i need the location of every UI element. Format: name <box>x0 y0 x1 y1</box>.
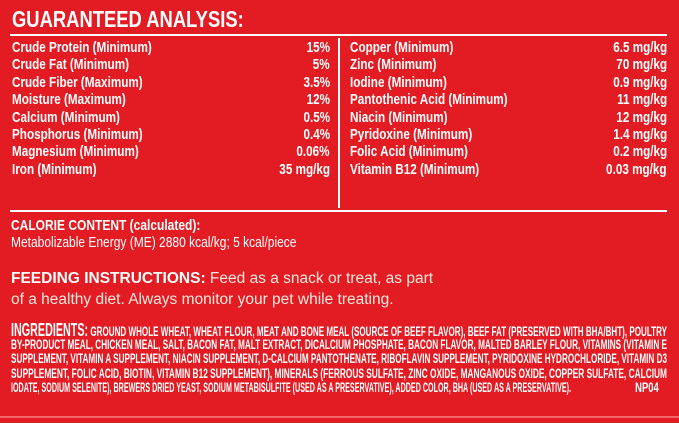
analysis-row: Zinc (Minimum) 70 mg/kg <box>350 56 667 73</box>
analysis-row: Iodine (Minimum) 0.9 mg/kg <box>350 74 667 91</box>
ingredients-line: INGREDIENTS: GROUND WHOLE WHEAT, WHEAT F… <box>11 320 668 340</box>
feeding-text: of a healthy diet. Always monitor your p… <box>11 291 394 308</box>
divider <box>10 34 667 36</box>
ingredients-text: INGREDIENTS: GROUND WHOLE WHEAT, WHEAT F… <box>11 320 668 340</box>
analysis-row: Niacin (Minimum) 12 mg/kg <box>350 109 667 126</box>
nutrient-value: 3.5% <box>303 73 330 91</box>
ingredients-text: SUPPLEMENT, VITAMIN A SUPPLEMENT, NIACIN… <box>11 351 667 367</box>
analysis-right-column: Copper (Minimum) 6.5 mg/kg Zinc (Minimum) 7… <box>350 39 667 178</box>
nutrient-label: Vitamin B12 (Minimum) <box>350 160 480 178</box>
nutrient-value: 0.03 mg/kg <box>606 160 667 178</box>
ingredients-text: IODATE, SODIUM SELENITE), BREWERS DRIED … <box>11 380 571 396</box>
nutrient-label: Magnesium (Minimum) <box>12 143 139 161</box>
nutrient-label: Iron (Minimum) <box>12 160 97 178</box>
nutrient-value: 0.4% <box>303 125 330 143</box>
nutrient-value: 1.4 mg/kg <box>613 125 667 143</box>
calorie-text: Metabolizable Energy (ME) 2880 kcal/kg; … <box>11 234 297 251</box>
analysis-row: Phosphorus (Minimum) 0.4% <box>12 126 330 143</box>
nutrient-value: 35 mg/kg <box>279 160 330 178</box>
nutrient-label: Crude Fiber (Maximum) <box>12 73 143 91</box>
nutrient-label: Crude Protein (Minimum) <box>12 39 152 56</box>
ingredients-line: BY-PRODUCT MEAL, CHICKEN MEAL, SALT, BAC… <box>11 336 667 353</box>
nutrient-label: Pantothenic Acid (Minimum) <box>350 91 508 109</box>
nutrient-value: 0.5% <box>303 108 330 126</box>
nutrient-value: 70 mg/kg <box>616 56 667 74</box>
nutrient-value: 12 mg/kg <box>616 108 667 126</box>
analysis-row: Vitamin B12 (Minimum) 0.03 mg/kg <box>350 161 667 178</box>
analysis-row: Crude Fiber (Maximum) 3.5% <box>12 74 330 91</box>
analysis-row: Calcium (Minimum) 0.5% <box>12 109 330 126</box>
nutrient-label: Copper (Minimum) <box>350 39 454 56</box>
nutrient-label: Moisture (Maximum) <box>12 91 126 109</box>
feeding-instructions: FEEDING INSTRUCTIONS: Feed as a snack or… <box>11 268 433 310</box>
analysis-row: Pantothenic Acid (Minimum) 11 mg/kg <box>350 91 667 108</box>
ingredients-line: SUPPLEMENT, VITAMIN A SUPPLEMENT, NIACIN… <box>11 351 667 367</box>
nutrient-label: Phosphorus (Minimum) <box>12 125 143 143</box>
nutrient-value: 11 mg/kg <box>616 91 667 109</box>
ingredients-text: BY-PRODUCT MEAL, CHICKEN MEAL, SALT, BAC… <box>11 336 667 352</box>
analysis-row: Iron (Minimum) 35 mg/kg <box>12 161 330 178</box>
nutrient-label: Folic Acid (Minimum) <box>350 143 468 161</box>
ingredients-text: SUPPLEMENT, FOLIC ACID, BIOTIN, VITAMIN … <box>11 365 667 381</box>
calorie-heading: CALORIE CONTENT (calculated): <box>11 217 201 234</box>
nutrient-label: Crude Fat (Minimum) <box>12 56 129 74</box>
column-divider <box>338 38 340 208</box>
nutrient-value: 6.5 mg/kg <box>613 39 667 56</box>
feeding-text: Feed as a snack or treat, as part <box>205 270 434 287</box>
ingredients-line: IODATE, SODIUM SELENITE), BREWERS DRIED … <box>11 381 667 396</box>
feeding-heading: FEEDING INSTRUCTIONS: <box>11 270 206 287</box>
nutrient-value: 0.2 mg/kg <box>613 143 667 161</box>
analysis-row: Magnesium (Minimum) 0.06% <box>12 143 330 160</box>
analysis-row: Folic Acid (Minimum) 0.2 mg/kg <box>350 143 667 160</box>
guaranteed-analysis-title: GUARANTEED ANALYSIS: <box>12 6 244 32</box>
analysis-left-column: Crude Protein (Minimum) 15% Crude Fat (Min… <box>12 39 330 178</box>
nutrient-value: 0.9 mg/kg <box>613 73 667 91</box>
nutrient-label: Zinc (Minimum) <box>350 56 437 74</box>
ingredients-text: SUPPLEMENT, VITAMIN A SUPPLEMENT, NIACIN… <box>11 351 667 367</box>
analysis-row: Pyridoxine (Minimum) 1.4 mg/kg <box>350 126 667 143</box>
ingredients: INGREDIENTS: GROUND WHOLE WHEAT, WHEAT F… <box>11 320 668 396</box>
ingredients-heading: INGREDIENTS: <box>11 320 89 340</box>
nutrient-value: 5% <box>313 56 330 74</box>
analysis-row: Crude Fat (Minimum) 5% <box>12 56 330 73</box>
product-code: NP04 <box>635 380 659 396</box>
ingredients-text: GROUND WHOLE WHEAT, WHEAT FLOUR, MEAT AN… <box>88 324 668 339</box>
nutrient-value: 12% <box>306 91 330 109</box>
analysis-row: Copper (Minimum) 6.5 mg/kg <box>350 39 667 56</box>
nutrient-value: 15% <box>306 39 330 56</box>
divider <box>10 210 667 212</box>
nutrient-value: 0.06% <box>296 143 330 161</box>
ingredients-text: SUPPLEMENT, FOLIC ACID, BIOTIN, VITAMIN … <box>11 365 667 382</box>
analysis-row: Crude Protein (Minimum) 15% <box>12 39 330 56</box>
ingredients-line: SUPPLEMENT, FOLIC ACID, BIOTIN, VITAMIN … <box>11 365 667 382</box>
analysis-row: Moisture (Maximum) 12% <box>12 91 330 108</box>
nutrient-label: Niacin (Minimum) <box>350 108 448 126</box>
nutrient-label: Pyridoxine (Minimum) <box>350 125 473 143</box>
ingredients-text: BY-PRODUCT MEAL, CHICKEN MEAL, SALT, BAC… <box>11 336 667 353</box>
ingredients-text: IODATE, SODIUM SELENITE), BREWERS DRIED … <box>11 381 571 396</box>
nutrient-label: Iodine (Minimum) <box>350 73 447 91</box>
nutrient-label: Calcium (Minimum) <box>12 108 120 126</box>
divider <box>0 416 679 418</box>
